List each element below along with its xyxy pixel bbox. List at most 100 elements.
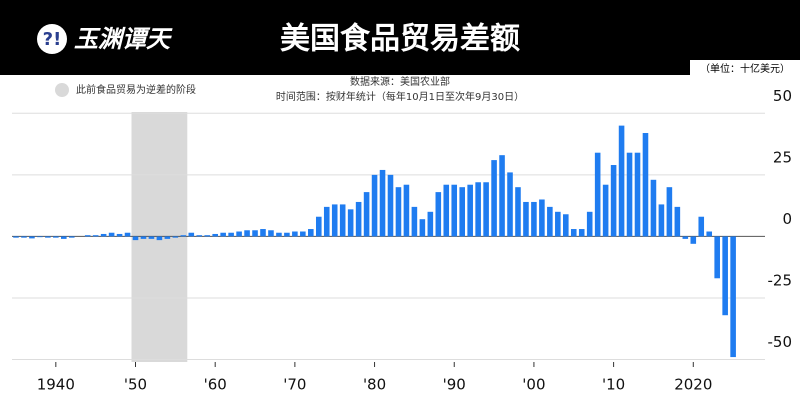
- bar: [156, 236, 163, 241]
- bar: [682, 236, 689, 239]
- chart-panel: [0, 75, 800, 415]
- bar: [722, 236, 728, 316]
- bar: [180, 235, 187, 237]
- x-tick-label: 1940: [37, 376, 75, 394]
- bar: [100, 233, 107, 237]
- bar: [451, 184, 458, 237]
- bar: [45, 236, 51, 238]
- title: 美国食品贸易差额: [280, 22, 520, 57]
- x-tick-label: 2020: [674, 376, 712, 394]
- bar: [586, 211, 593, 237]
- bar: [602, 184, 609, 237]
- bar: [563, 214, 569, 237]
- bar: [140, 236, 147, 239]
- bar: [92, 235, 99, 237]
- bar: [13, 236, 19, 238]
- bar: [29, 236, 35, 239]
- bar: [244, 230, 250, 237]
- y-tick-label: 50: [773, 87, 792, 105]
- bar: [626, 152, 633, 237]
- bar: [674, 206, 681, 237]
- y-tick-label: 0: [782, 210, 792, 228]
- bar: [371, 174, 378, 237]
- bar: [443, 184, 450, 237]
- bar: [730, 236, 736, 358]
- bar: [555, 211, 561, 237]
- x-tick-label: '60: [204, 376, 227, 394]
- bar: [531, 201, 537, 237]
- bar: [284, 232, 290, 237]
- bar: [228, 232, 234, 237]
- bar: [483, 182, 489, 237]
- bar: [355, 201, 362, 237]
- bar: [698, 216, 705, 237]
- bar: [164, 236, 171, 239]
- bar: [435, 192, 442, 237]
- bar: [650, 179, 657, 237]
- bar: [658, 204, 665, 237]
- bar: [507, 172, 513, 237]
- bar: [188, 232, 195, 237]
- bar: [706, 231, 713, 237]
- x-tick-label: '70: [283, 376, 306, 394]
- bar: [268, 230, 274, 237]
- x-tick-label: '00: [522, 376, 545, 394]
- bar: [323, 206, 330, 237]
- x-tick-label: '50: [124, 376, 147, 394]
- bar: [124, 232, 131, 237]
- bar: [308, 229, 314, 237]
- bar: [387, 174, 394, 237]
- bar: [642, 133, 649, 237]
- bar: [108, 232, 115, 237]
- logo-text: 玉渊谭天: [74, 25, 173, 53]
- bar: [634, 152, 641, 237]
- bar: [276, 232, 282, 237]
- logo-mark: ?!: [43, 29, 62, 50]
- unit-box: [690, 60, 800, 76]
- bar: [515, 187, 521, 237]
- bar: [339, 204, 346, 237]
- bar: [427, 211, 434, 237]
- bar: [37, 236, 43, 238]
- bar: [618, 125, 625, 237]
- bar: [260, 229, 266, 237]
- bar: [331, 204, 338, 237]
- bar: [204, 235, 211, 237]
- bar: [467, 184, 473, 237]
- legend-label: 此前食品贸易为逆差的阶段: [76, 83, 196, 96]
- bar: [690, 236, 697, 244]
- bar: [132, 236, 139, 241]
- bar: [379, 169, 386, 237]
- bar: [610, 165, 617, 237]
- bar: [53, 236, 59, 238]
- y-tick-label: -50: [768, 333, 793, 351]
- unit-label: （单位：十亿美元）: [700, 62, 790, 75]
- bar: [61, 236, 67, 239]
- bar: [116, 233, 123, 237]
- subtitle: 时间范围：按财年统计（每年10月1日至次年9月30日）: [276, 90, 524, 103]
- bar: [523, 201, 529, 237]
- bar: [459, 187, 465, 237]
- bar: [499, 155, 505, 237]
- bar: [172, 236, 179, 238]
- bar: [148, 236, 155, 239]
- x-tick-label: '90: [443, 376, 466, 394]
- bar: [300, 231, 306, 237]
- bar: [411, 206, 418, 237]
- bar: [403, 184, 410, 237]
- bar: [315, 216, 322, 237]
- bar: [594, 152, 601, 237]
- bar: [21, 236, 27, 238]
- bar: [84, 235, 91, 237]
- bar: [220, 232, 226, 237]
- bar: [236, 231, 242, 237]
- bar: [570, 229, 577, 237]
- bar: [714, 236, 720, 279]
- bar: [547, 206, 553, 237]
- bar: [363, 192, 370, 237]
- source: 数据来源：美国农业部: [350, 75, 450, 88]
- logo-icon: [37, 24, 67, 54]
- bar: [666, 187, 673, 237]
- bar: [395, 187, 402, 237]
